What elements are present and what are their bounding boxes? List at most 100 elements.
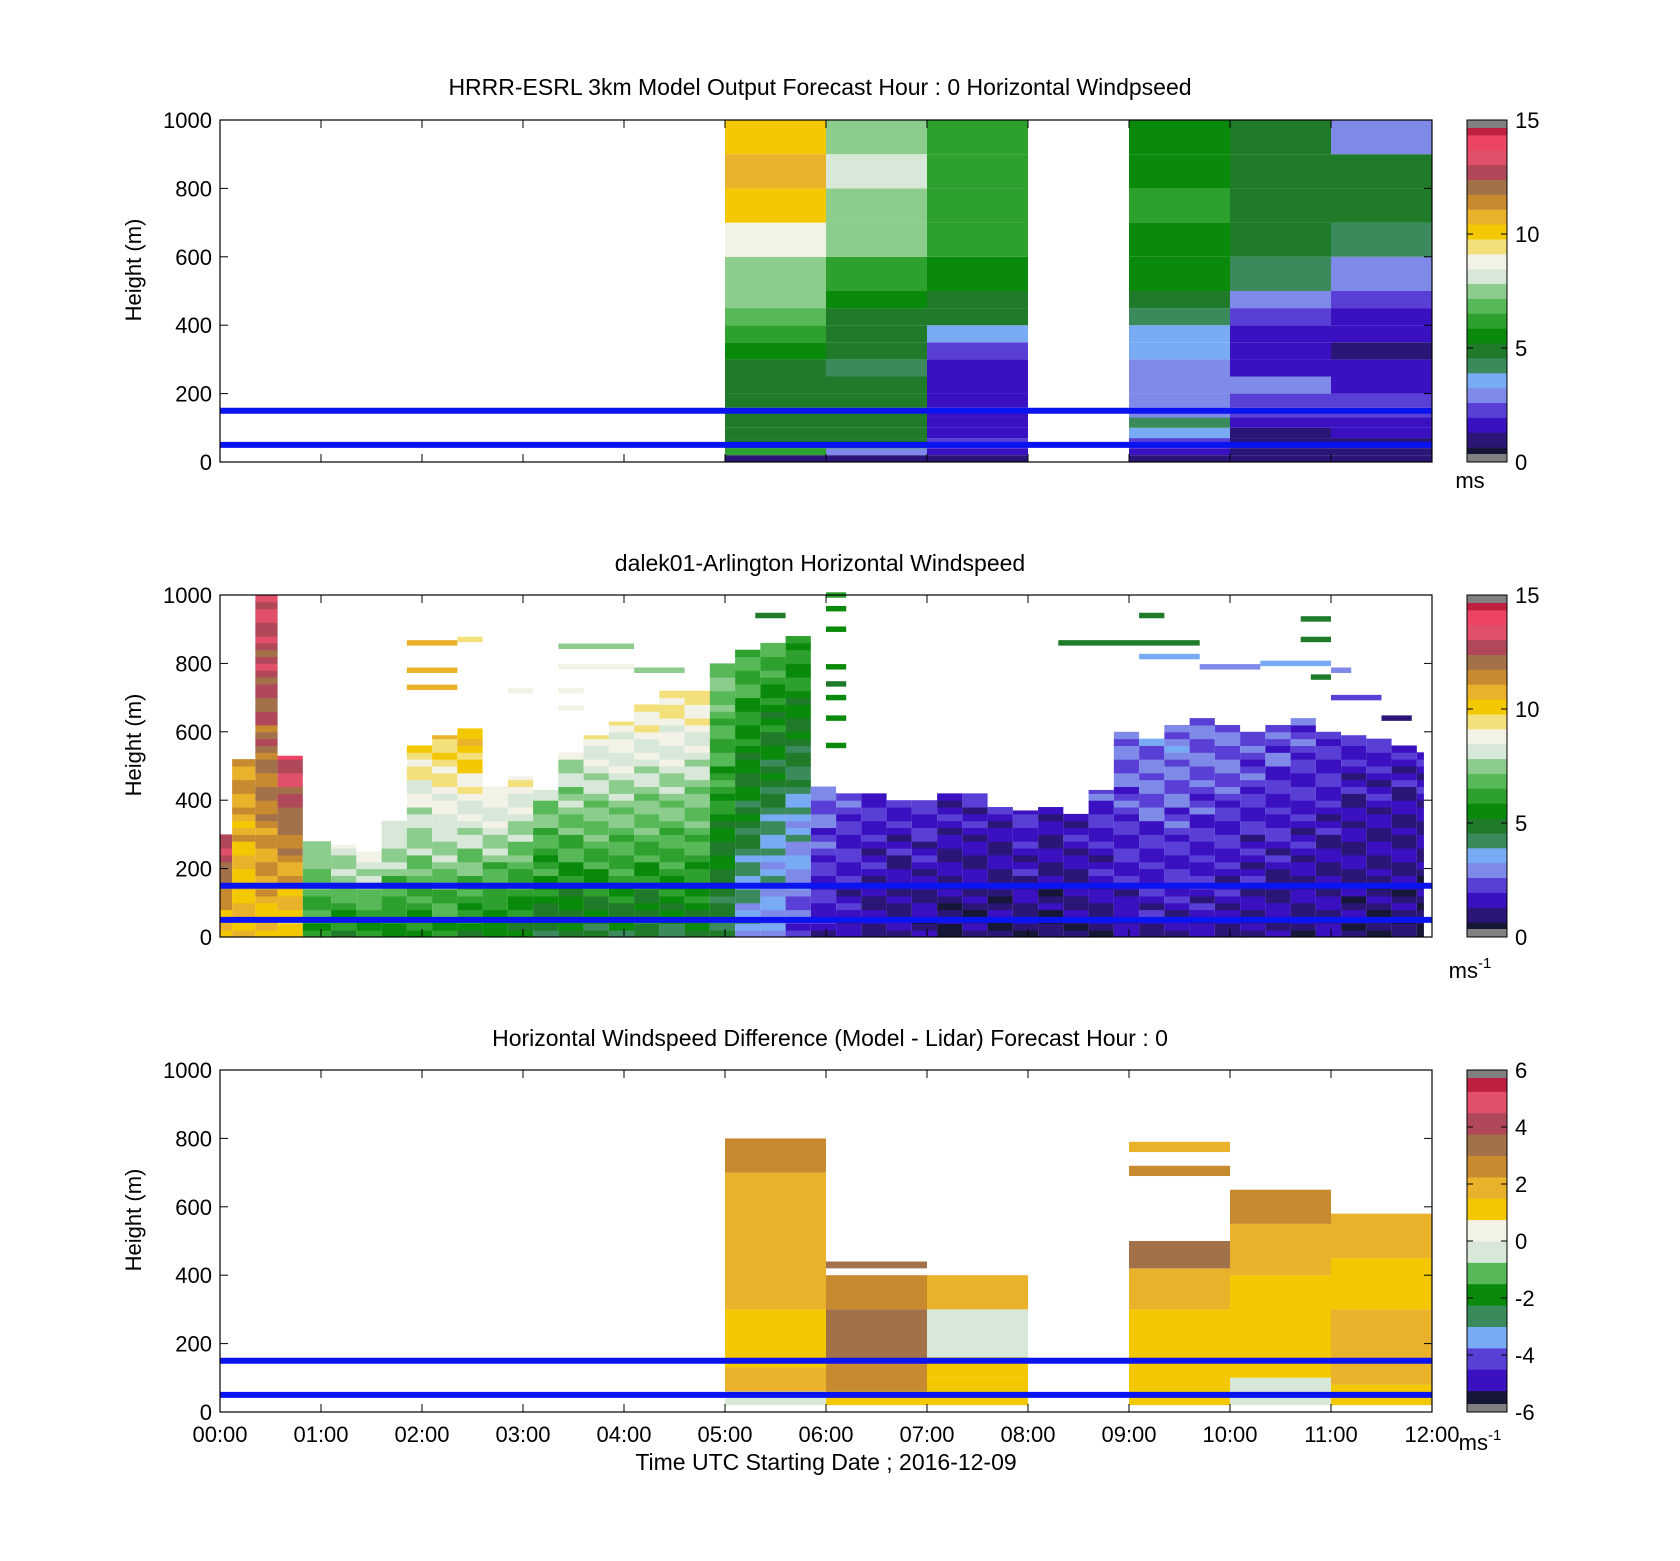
heatmap-cell	[406, 807, 433, 815]
heatmap-cell	[608, 820, 635, 829]
heatmap-cell	[1331, 417, 1432, 428]
heatmap-cell	[709, 834, 736, 842]
colorbar-segment	[1467, 818, 1507, 834]
heatmap-cell	[432, 793, 458, 801]
heatmap-cell	[533, 807, 559, 815]
heatmap-cell	[1265, 800, 1291, 808]
heatmap-cell	[684, 834, 710, 842]
heatmap-cell	[1290, 745, 1316, 753]
heatmap-cell	[659, 861, 685, 870]
heatmap-cell	[1038, 895, 1064, 904]
heatmap-cell	[1265, 868, 1291, 876]
heatmap-streak	[1139, 612, 1165, 619]
heatmap-cell	[709, 930, 736, 938]
heatmap-cell	[1113, 827, 1140, 835]
heatmap-cell	[558, 841, 584, 849]
heatmap-cell	[356, 868, 382, 876]
heatmap-cell	[255, 923, 278, 931]
heatmap-cell	[331, 854, 357, 863]
heatmap-cell	[927, 448, 1028, 456]
heatmap-cell	[1240, 909, 1266, 917]
x-tick-label: 04:00	[596, 1422, 651, 1447]
heatmap-cell	[381, 909, 407, 917]
heatmap-cell	[1391, 772, 1417, 781]
heatmap-cell	[1113, 902, 1140, 911]
heatmap-cell	[1416, 786, 1424, 794]
heatmap-cell	[583, 735, 609, 740]
heatmap-cell	[861, 861, 887, 870]
heatmap-cell	[760, 848, 786, 856]
heatmap-cell	[232, 930, 256, 938]
heatmap-cell	[785, 772, 811, 781]
heatmap-cell	[1038, 820, 1064, 829]
heatmap-cell	[1290, 779, 1316, 788]
heatmap-cell	[432, 800, 458, 808]
heatmap-cell	[1189, 820, 1215, 829]
heatmap-cell	[1088, 895, 1114, 904]
heatmap-cell	[634, 752, 660, 760]
heatmap-cell	[1038, 813, 1064, 822]
heatmap-cell	[1366, 923, 1392, 931]
heatmap-cell	[836, 895, 862, 904]
heatmap-cell	[558, 930, 584, 938]
heatmap-cell	[1265, 738, 1291, 746]
heatmap-cell	[826, 120, 927, 155]
heatmap-cell	[608, 738, 635, 746]
heatmap-cell	[381, 930, 407, 938]
heatmap-cell	[1416, 868, 1424, 876]
heatmap-cell	[232, 889, 256, 897]
heatmap-cell	[634, 738, 660, 746]
heatmap-cell	[1164, 800, 1190, 808]
colorbar-overflow	[1467, 1070, 1507, 1078]
heatmap-cell	[634, 834, 660, 842]
heatmap-cell	[1164, 752, 1190, 760]
heatmap-cell	[457, 889, 483, 897]
heatmap-cell	[709, 724, 736, 733]
heatmap-cell	[432, 827, 458, 835]
heatmap-cell	[255, 629, 278, 637]
y-tick-label: 400	[175, 313, 212, 338]
colorbar-segment	[1467, 253, 1507, 270]
heatmap-cell	[583, 807, 609, 815]
heatmap-cell	[302, 875, 332, 883]
colorbar-segment	[1467, 372, 1507, 389]
heatmap-cell	[1240, 834, 1266, 842]
heatmap-cell	[608, 841, 635, 849]
heatmap-cell	[406, 759, 433, 767]
heatmap-cell	[861, 895, 887, 904]
heatmap-cell	[457, 793, 483, 801]
heatmap-cell	[277, 895, 303, 904]
heatmap-cell	[634, 909, 660, 917]
heatmap-cell	[760, 800, 786, 808]
heatmap-cell	[826, 417, 927, 428]
heatmap-cell	[277, 861, 303, 870]
heatmap-cell	[432, 834, 458, 842]
heatmap-cell	[785, 889, 811, 897]
y-tick-label: 1000	[163, 583, 212, 608]
heatmap-cell	[406, 902, 433, 911]
heatmap-cell	[709, 813, 736, 822]
heatmap-cell	[836, 930, 862, 938]
heatmap-cell	[911, 820, 938, 829]
heatmap-cell	[1214, 724, 1241, 733]
heatmap-cell	[1315, 759, 1342, 767]
heatmap-cell	[826, 154, 927, 189]
heatmap-cell	[583, 827, 609, 835]
heatmap-cell	[255, 711, 278, 719]
heatmap-cell	[927, 291, 1028, 309]
heatmap-cell	[432, 875, 458, 883]
heatmap-cell	[1240, 827, 1266, 835]
heatmap-cell	[1366, 868, 1392, 876]
heatmap-cell	[1366, 759, 1392, 767]
heatmap-cell	[810, 834, 837, 842]
heatmap-cell	[836, 793, 862, 801]
heatmap-cell	[583, 813, 609, 822]
heatmap-cell	[1391, 848, 1417, 856]
heatmap-cell	[709, 711, 736, 719]
heatmap-cell	[1230, 222, 1331, 257]
heatmap-cell	[583, 848, 609, 856]
colorbar-segment	[1467, 387, 1507, 404]
heatmap-cell	[255, 759, 278, 767]
heatmap-cell	[507, 848, 534, 856]
y-tick-label: 400	[175, 788, 212, 813]
